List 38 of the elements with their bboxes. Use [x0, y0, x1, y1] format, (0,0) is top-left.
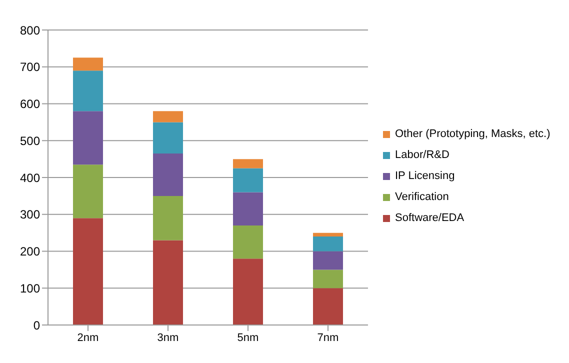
- bar: [313, 270, 343, 288]
- bar: [233, 225, 263, 259]
- y-tick-label: 100: [20, 281, 40, 296]
- bar: [73, 164, 103, 218]
- legend-label: Verification: [395, 191, 449, 203]
- legend-label: IP Licensing: [395, 170, 455, 182]
- x-tick-label: 3nm: [157, 332, 179, 344]
- y-tick-label: 0: [33, 318, 40, 332]
- bar: [313, 232, 343, 236]
- bar: [153, 111, 183, 122]
- legend-label: Other (Prototyping, Masks, etc.): [395, 128, 550, 140]
- y-tick-label: 700: [20, 60, 40, 74]
- legend-label: Labor/R&D: [395, 149, 450, 161]
- bar: [233, 168, 263, 192]
- y-tick-label: 800: [20, 23, 40, 38]
- bar: [153, 196, 183, 240]
- x-tick-label: 7nm: [317, 332, 339, 344]
- bar: [233, 159, 263, 168]
- bar: [313, 288, 343, 325]
- y-tick-label: 200: [20, 244, 40, 259]
- bar: [73, 111, 103, 165]
- bar: [153, 240, 183, 325]
- bar: [313, 236, 343, 252]
- y-tick-label: 600: [20, 97, 40, 112]
- y-tick-label: 300: [20, 208, 40, 222]
- bar: [233, 258, 263, 325]
- bar: [313, 251, 343, 270]
- bar: [73, 58, 103, 71]
- bar: [153, 122, 183, 154]
- y-tick-label: 400: [20, 170, 40, 185]
- bar: [233, 192, 263, 226]
- bar: [153, 154, 183, 196]
- x-tick-label: 2nm: [77, 332, 99, 344]
- legend-label: Software/EDA: [395, 212, 464, 224]
- bar: [73, 70, 103, 112]
- y-tick-label: 500: [20, 134, 40, 148]
- x-tick-label: 5nm: [237, 332, 259, 344]
- bar: [73, 218, 103, 325]
